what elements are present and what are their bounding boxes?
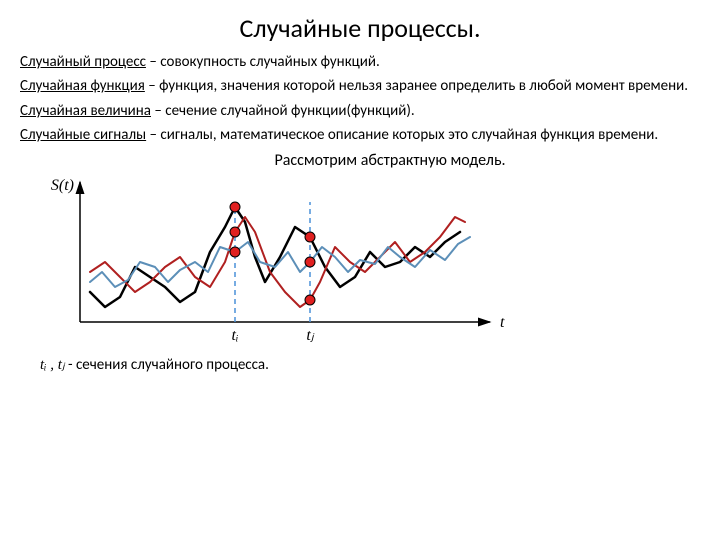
definition-2: Случайная величина – сечение случайной ф… bbox=[20, 101, 700, 121]
footer-math: tᵢ , tⱼ bbox=[40, 357, 65, 373]
footer-rest: - сечения случайного процесса. bbox=[65, 356, 269, 374]
term-3: Случайные сигналы bbox=[20, 126, 146, 144]
rest-1: – функция, значения которой нельзя заран… bbox=[145, 77, 688, 95]
rest-2: – сечение случайной функции(функций). bbox=[151, 102, 415, 120]
page-title: Случайные процессы. bbox=[20, 12, 700, 44]
rest-3: – сигналы, математическое описание котор… bbox=[146, 126, 658, 144]
term-1: Случайная функция bbox=[20, 77, 145, 95]
subtitle: Рассмотрим абстрактную модель. bbox=[80, 151, 700, 170]
svg-text:tᵢ: tᵢ bbox=[232, 327, 239, 344]
term-2: Случайная величина bbox=[20, 102, 151, 120]
footer-line: tᵢ , tⱼ - сечения случайного процесса. bbox=[40, 355, 700, 374]
stochastic-chart: S(t) t tᵢ tⱼ bbox=[40, 172, 520, 347]
definition-0: Случайный процесс – совокупность случайн… bbox=[20, 52, 700, 72]
svg-text:tⱼ: tⱼ bbox=[306, 327, 314, 344]
rest-0: – совокупность случайных функций. bbox=[146, 53, 380, 71]
term-0: Случайный процесс bbox=[20, 53, 146, 71]
definition-1: Случайная функция – функция, значения ко… bbox=[20, 76, 700, 96]
svg-text:t: t bbox=[500, 314, 505, 331]
definition-3: Случайные сигналы – сигналы, математичес… bbox=[20, 125, 700, 145]
svg-text:S(t): S(t) bbox=[51, 177, 74, 194]
